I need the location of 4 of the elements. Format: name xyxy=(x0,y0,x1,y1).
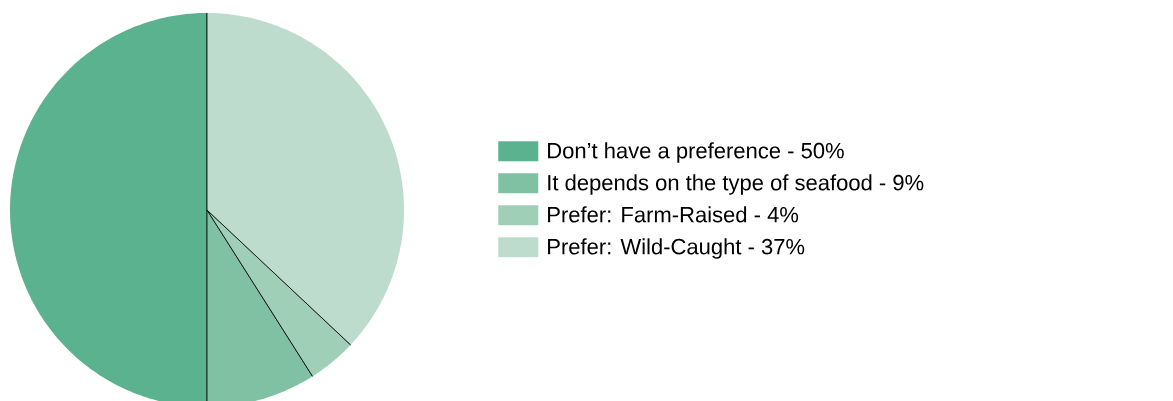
legend-label: Prefer: Farm-Raised - 4% xyxy=(548,206,799,223)
legend-label: It depends on the type of seafood - 9% xyxy=(548,174,924,195)
legend-label: Don’t have a preference - 50% xyxy=(548,142,844,163)
legend-label: Prefer: Wild-Caught - 37% xyxy=(548,238,805,259)
